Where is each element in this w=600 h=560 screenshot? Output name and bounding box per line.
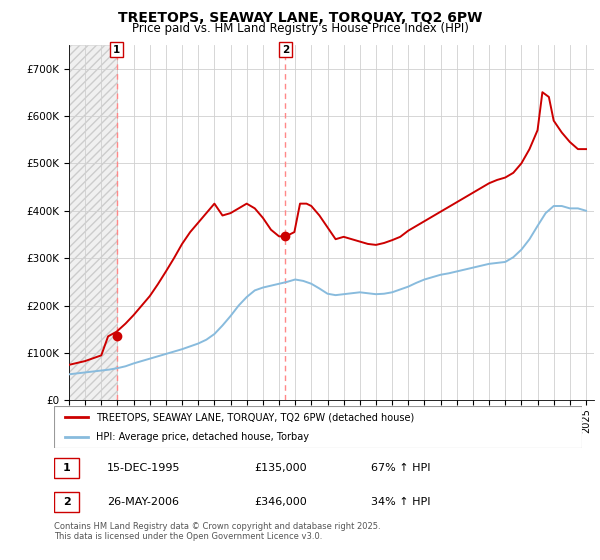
Text: £135,000: £135,000 <box>254 463 307 473</box>
Bar <box>54 492 79 512</box>
Text: 2: 2 <box>282 45 289 55</box>
Text: 26-MAY-2006: 26-MAY-2006 <box>107 497 179 507</box>
Text: Price paid vs. HM Land Registry's House Price Index (HPI): Price paid vs. HM Land Registry's House … <box>131 22 469 35</box>
Text: 34% ↑ HPI: 34% ↑ HPI <box>371 497 430 507</box>
Bar <box>54 458 79 478</box>
Text: TREETOPS, SEAWAY LANE, TORQUAY, TQ2 6PW: TREETOPS, SEAWAY LANE, TORQUAY, TQ2 6PW <box>118 11 482 25</box>
Text: TREETOPS, SEAWAY LANE, TORQUAY, TQ2 6PW (detached house): TREETOPS, SEAWAY LANE, TORQUAY, TQ2 6PW … <box>96 412 415 422</box>
Text: Contains HM Land Registry data © Crown copyright and database right 2025.
This d: Contains HM Land Registry data © Crown c… <box>54 522 380 542</box>
Text: 1: 1 <box>113 45 121 55</box>
Text: 67% ↑ HPI: 67% ↑ HPI <box>371 463 430 473</box>
Text: 15-DEC-1995: 15-DEC-1995 <box>107 463 181 473</box>
Text: 1: 1 <box>63 463 71 473</box>
Text: £346,000: £346,000 <box>254 497 307 507</box>
Text: 2: 2 <box>63 497 71 507</box>
Bar <box>69 45 116 400</box>
Text: HPI: Average price, detached house, Torbay: HPI: Average price, detached house, Torb… <box>96 432 309 442</box>
